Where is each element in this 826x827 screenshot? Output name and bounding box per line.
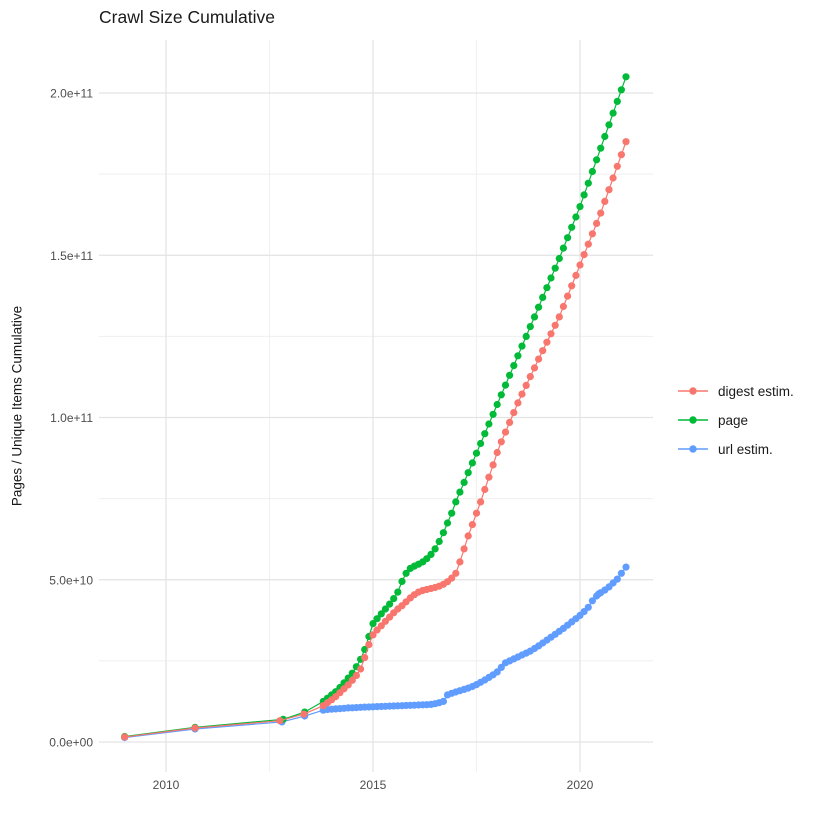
y-axis-title: Pages / Unique Items Cumulative bbox=[9, 305, 25, 507]
legend-entry-page: page bbox=[678, 409, 794, 431]
series-line bbox=[124, 566, 627, 739]
x-tick-label: 2010 bbox=[153, 778, 180, 792]
y-tick-label: 2.0e+11 bbox=[50, 87, 93, 101]
y-tick-label: 5.0e+10 bbox=[49, 573, 93, 587]
url-series-key-icon bbox=[678, 445, 708, 453]
y-tick-label: 1.5e+11 bbox=[50, 249, 93, 263]
chart-title: Crawl Size Cumulative bbox=[99, 7, 276, 27]
y-tick-label: 1.0e+11 bbox=[50, 411, 93, 425]
digest-series-key-icon bbox=[678, 387, 708, 395]
y-tick-label: 0.0e+00 bbox=[49, 736, 93, 750]
series-points bbox=[121, 138, 630, 741]
series-points bbox=[121, 563, 630, 742]
series-points bbox=[121, 73, 630, 741]
legend-label-url: url estim. bbox=[718, 441, 773, 457]
x-tick-label: 2020 bbox=[567, 778, 594, 792]
legend: digest estim. page url estim. bbox=[678, 380, 794, 467]
legend-label-digest: digest estim. bbox=[718, 383, 794, 399]
series-line bbox=[124, 141, 627, 738]
legend-label-page: page bbox=[718, 412, 749, 428]
legend-entry-url: url estim. bbox=[678, 438, 794, 460]
x-tick-label: 2015 bbox=[360, 778, 387, 792]
page-series-key-icon bbox=[678, 416, 708, 424]
legend-entry-digest: digest estim. bbox=[678, 380, 794, 402]
